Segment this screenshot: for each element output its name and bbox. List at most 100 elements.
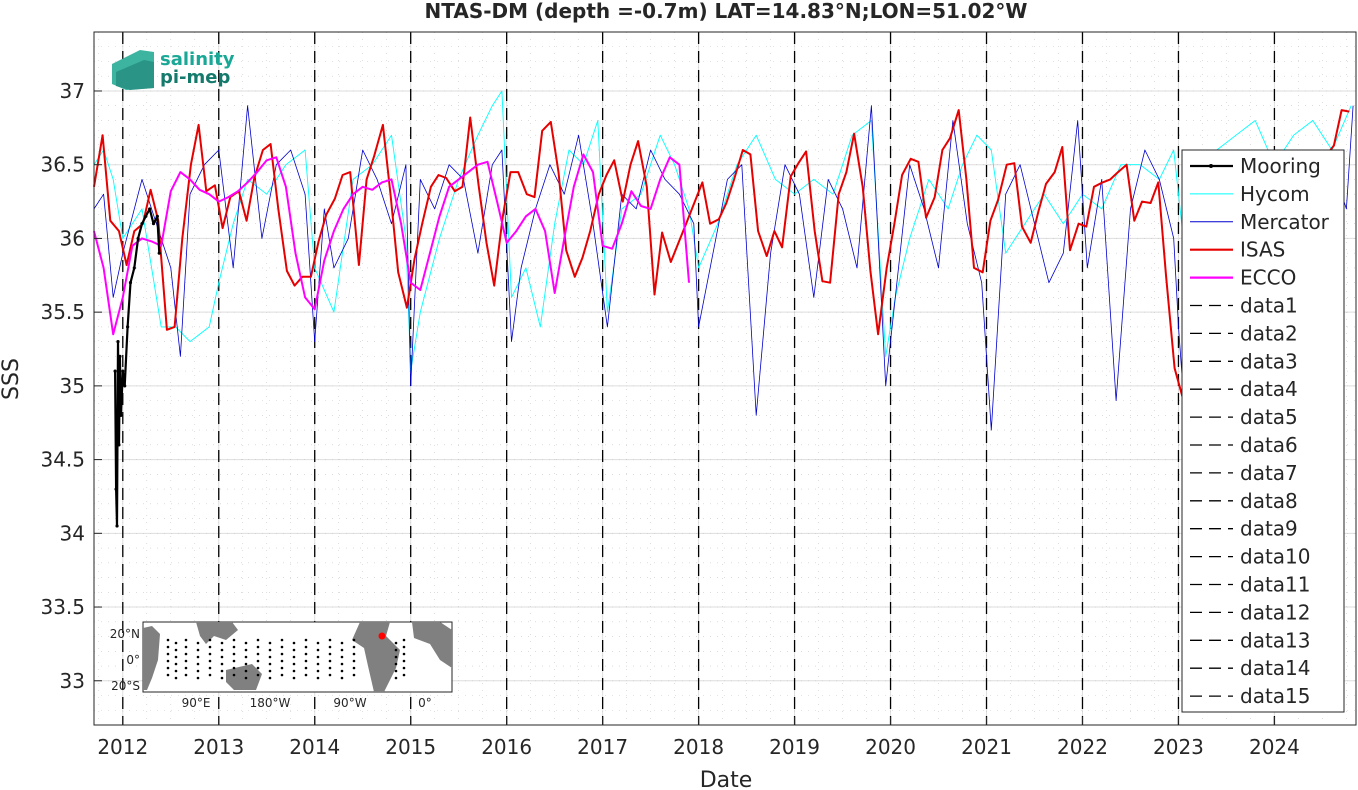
legend-label: data3 xyxy=(1240,349,1298,373)
inset-station-dot xyxy=(304,666,308,670)
legend-marker xyxy=(1209,164,1213,168)
inset-station-dot xyxy=(304,645,308,649)
inset-station-dot xyxy=(340,676,344,680)
inset-station-dot xyxy=(244,662,248,666)
inset-station-dot xyxy=(292,662,296,666)
legend-label: data8 xyxy=(1240,489,1298,513)
mooring-point xyxy=(144,214,148,218)
legend-label: Hycom xyxy=(1240,182,1310,206)
legend-label: data13 xyxy=(1240,628,1311,652)
legend-label: data9 xyxy=(1240,517,1298,541)
x-tick-label: 2015 xyxy=(385,735,436,759)
inset-station-dot xyxy=(352,645,356,649)
inset-station-dot xyxy=(196,662,200,666)
inset-station-dot xyxy=(352,652,356,656)
inset-station-dot xyxy=(280,673,284,677)
inset-station-dot xyxy=(174,648,178,652)
x-tick-label: 2020 xyxy=(865,735,916,759)
inset-station-dot xyxy=(304,638,308,642)
legend-label: Mercator xyxy=(1240,210,1330,234)
inset-station-dot xyxy=(184,673,188,677)
inset-station-dot xyxy=(316,641,320,645)
y-tick-label: 36.5 xyxy=(40,153,85,177)
mooring-point xyxy=(132,266,136,270)
mooring-point xyxy=(121,369,125,373)
inset-station-dot xyxy=(166,666,170,670)
mooring-point xyxy=(123,384,127,388)
inset-station-dot xyxy=(292,676,296,680)
mooring-point xyxy=(128,281,133,285)
inset-station-dot xyxy=(196,648,200,652)
inset-station-dot xyxy=(232,673,236,677)
y-axis: 33 33.5 34 34.5 35 35.5 36 36.5 37 xyxy=(40,79,102,693)
legend-items: Mooring Hycom Mercator ISAS ECCO data1 data2 da… xyxy=(1190,154,1330,708)
series-lines xyxy=(93,90,1354,528)
legend-label: ISAS xyxy=(1240,238,1285,262)
logo-line1: salinity xyxy=(160,49,235,70)
mooring-point xyxy=(136,236,140,241)
inset-station-dot xyxy=(166,638,170,642)
mooring-point xyxy=(119,413,123,417)
series-line-ecco xyxy=(93,153,690,336)
legend-label: data14 xyxy=(1240,656,1311,680)
inset-station-dot xyxy=(402,638,406,642)
inset-station-dot xyxy=(196,655,200,659)
inset-station-dot xyxy=(340,648,344,652)
x-tick-label: 2013 xyxy=(193,735,244,759)
legend-label: data6 xyxy=(1240,433,1298,457)
x-tick-label: 2018 xyxy=(673,735,724,759)
inset-station-dot xyxy=(402,659,406,663)
inset-map-land-africa xyxy=(143,626,160,690)
x-tick-label: 2024 xyxy=(1249,735,1300,759)
inset-station-dot xyxy=(174,655,178,659)
mooring-point xyxy=(114,487,118,491)
legend-label: data2 xyxy=(1240,321,1298,345)
inset-station-dot xyxy=(256,666,260,670)
inset-station-dot xyxy=(174,641,178,645)
inset-station-dot xyxy=(256,645,260,649)
inset-station-dot xyxy=(244,655,248,659)
legend: Mooring Hycom Mercator ISAS ECCO data1 data2 da… xyxy=(1181,149,1345,713)
legend-box xyxy=(1181,149,1345,713)
legend-label: data1 xyxy=(1240,294,1298,318)
logo-line2: pi-mep xyxy=(160,67,230,88)
x-tick-label: 2012 xyxy=(97,735,148,759)
inset-station-dot xyxy=(352,638,356,642)
mooring-point xyxy=(115,524,119,528)
inset-station-dot xyxy=(328,645,332,649)
inset-station-dot xyxy=(328,673,332,677)
inset-station-dot xyxy=(292,655,296,659)
inset-station-dot xyxy=(208,638,212,642)
inset-station-dot xyxy=(174,662,178,666)
inset-x-label-90e: 90°E xyxy=(182,696,211,710)
inset-station-dot xyxy=(340,669,344,673)
series-line-isas xyxy=(93,109,1350,398)
chart-title: NTAS-DM (depth =-0.7m) LAT=14.83°N;LON=5… xyxy=(425,0,1028,23)
inset-station-dot xyxy=(244,676,248,680)
mooring-point xyxy=(155,214,159,218)
inset-station-dot xyxy=(328,666,332,670)
inset-station-dot xyxy=(208,659,212,663)
x-tick-label: 2014 xyxy=(289,735,340,759)
inset-y-label-0: 0° xyxy=(126,653,140,667)
inset-station-dot xyxy=(174,669,178,673)
inset-station-dot xyxy=(244,648,248,652)
inset-map-land-america xyxy=(352,622,400,692)
inset-map-land-africa-east xyxy=(412,622,452,668)
inset-station-dot xyxy=(220,648,224,652)
inset-y-label-20n: 20°N xyxy=(110,627,140,641)
inset-station-dot xyxy=(280,652,284,656)
inset-station-dot xyxy=(256,638,260,642)
inset-station-dot xyxy=(280,659,284,663)
x-tick-label: 2016 xyxy=(481,735,532,759)
inset-map-stations xyxy=(166,638,406,680)
inset-map: 20°N 0° 20°S 90°E 180°W 90°W 0° xyxy=(110,621,453,710)
x-tick-label: 2019 xyxy=(769,735,820,759)
legend-label: data5 xyxy=(1240,405,1298,429)
inset-x-label-0: 0° xyxy=(418,696,432,710)
inset-station-dot xyxy=(292,669,296,673)
x-axis: 2012 2013 2014 2015 2016 2017 2018 2019 2020 2021… xyxy=(97,717,1300,759)
mooring-point xyxy=(151,222,156,226)
inset-station-dot xyxy=(292,648,296,652)
inset-station-dot xyxy=(316,655,320,659)
